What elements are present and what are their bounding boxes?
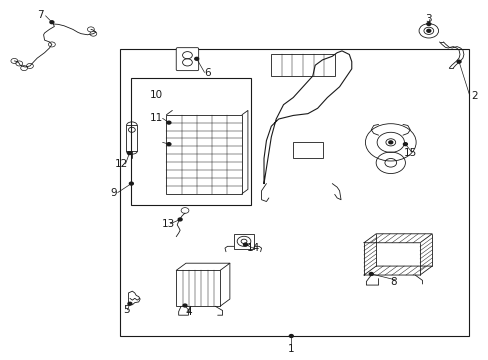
Bar [166,115,242,194]
Bar [271,54,334,76]
Circle shape [178,218,182,221]
Circle shape [243,243,247,246]
Text: 15: 15 [403,148,416,158]
Circle shape [129,182,133,185]
Text: 9: 9 [110,188,117,198]
Text: 5: 5 [123,305,129,315]
Text: 10: 10 [150,90,163,100]
Circle shape [388,141,392,144]
Text: 13: 13 [162,219,175,229]
Text: 6: 6 [204,68,211,78]
Text: 2: 2 [470,91,477,101]
Circle shape [456,60,460,63]
Circle shape [426,30,430,32]
Text: 12: 12 [115,159,128,169]
Circle shape [183,304,186,307]
Circle shape [50,21,54,24]
FancyBboxPatch shape [176,48,198,71]
Circle shape [48,42,55,47]
Text: 14: 14 [246,243,259,253]
Bar [233,234,254,249]
Circle shape [128,302,132,305]
Circle shape [289,334,293,337]
Text: 1: 1 [287,344,294,354]
Bar [131,78,250,205]
Circle shape [87,27,94,32]
Text: 4: 4 [185,307,191,317]
Circle shape [16,61,22,66]
Circle shape [166,121,170,124]
Circle shape [127,152,131,154]
Circle shape [194,57,198,60]
Circle shape [26,63,33,68]
Text: 8: 8 [389,277,396,287]
Circle shape [166,143,170,145]
Circle shape [181,208,188,213]
Circle shape [90,31,97,36]
Bar [176,270,220,306]
Circle shape [426,23,430,26]
Text: 11: 11 [150,113,163,123]
Bar [120,49,468,336]
Circle shape [368,273,372,275]
Text: 3: 3 [425,14,431,24]
Text: 7: 7 [37,10,44,20]
Bar [126,126,137,151]
Circle shape [403,143,407,145]
Bar [293,142,322,158]
